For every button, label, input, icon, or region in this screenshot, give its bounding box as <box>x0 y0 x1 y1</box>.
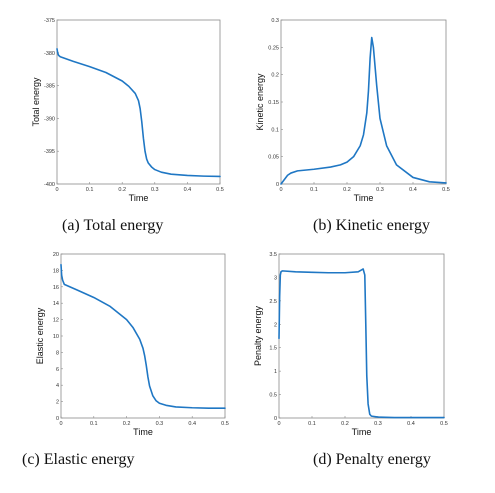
y-tick-label: 18 <box>53 268 59 274</box>
x-tick-label: 0.2 <box>118 187 126 193</box>
y-tick-label: 1 <box>274 369 277 375</box>
x-tick-label: 0.5 <box>440 421 448 427</box>
y-tick-label: 10 <box>53 334 59 340</box>
y-tick-label: 0 <box>276 182 279 188</box>
y-tick-label: -400 <box>44 182 55 188</box>
y-tick-label: 0 <box>274 416 277 422</box>
total-energy-chart: 0 0.1 0.2 0.3 0.4 0.5 -400 -395 -390 -385 -380 -375… <box>31 18 224 203</box>
penalty-energy-plot-frame <box>278 253 445 419</box>
x-tick-label: 0.1 <box>90 421 98 427</box>
y-tick-label: 4 <box>56 383 59 389</box>
y-tick-label: 0.2 <box>271 73 279 79</box>
kinetic-energy-chart: 0 0.1 0.2 0.3 0.4 0.500.050.10.150.20.250.3Ti… <box>255 18 450 203</box>
x-tick-label: 0.5 <box>442 187 450 193</box>
x-tick-label: 0.4 <box>188 421 196 427</box>
kinetic-energy-y-axis-label: Kinetic energy <box>255 73 265 131</box>
kinetic-energy-x-axis-label: Time <box>354 193 374 203</box>
kinetic-energy-plot-frame <box>280 19 447 185</box>
y-tick-label: 6 <box>56 367 59 373</box>
x-tick-label: 0.3 <box>151 187 159 193</box>
kinetic-energy-caption: (b) Kinetic energy <box>313 217 430 234</box>
elastic-energy-plot-frame <box>60 253 226 419</box>
y-tick-label: 20 <box>53 252 59 258</box>
x-tick-label: 0.2 <box>341 421 349 427</box>
elastic-energy-y-axis-label: Elastic energy <box>35 307 45 364</box>
y-tick-label: 2.5 <box>269 299 277 305</box>
y-tick-label: 0.3 <box>271 18 279 24</box>
y-tick-label: -385 <box>44 84 55 90</box>
y-tick-label: 0.15 <box>268 100 279 106</box>
elastic-energy-series-line <box>60 263 226 409</box>
y-tick-label: 14 <box>53 301 59 307</box>
kinetic-energy-panel: 0 0.1 0.2 0.3 0.4 0.5 0 0.05 0.1 0.15 0.2 0.25 0.3 Ti… <box>247 0 494 246</box>
x-tick-label: 0.3 <box>374 421 382 427</box>
y-tick-label: 0 <box>56 416 59 422</box>
penalty-energy-caption: (d) Penalty energy <box>313 451 431 468</box>
x-tick-label: 0.4 <box>407 421 415 427</box>
penalty-energy-y-axis-label: Penalty energy <box>253 305 263 366</box>
y-tick-label: -395 <box>44 149 55 155</box>
y-tick-label: 0.1 <box>271 127 279 133</box>
y-tick-label: 0.5 <box>269 393 277 399</box>
x-tick-label: 0.4 <box>184 187 192 193</box>
y-tick-label: 3 <box>274 275 277 281</box>
x-tick-label: 0.4 <box>409 187 417 193</box>
y-tick-label: -375 <box>44 18 55 24</box>
y-tick-label: -390 <box>44 116 55 122</box>
x-tick-label: 0 <box>277 421 280 427</box>
elastic-energy-chart: 0 0.1 0.2 0.3 0.4 0.5 0 2 4 6 8 10 12 14 16 18 20 Time Ela… <box>35 252 229 437</box>
x-tick-label: 0.2 <box>123 421 131 427</box>
total-energy-series-line <box>56 48 221 178</box>
x-tick-label: 0.3 <box>376 187 384 193</box>
y-tick-label: 12 <box>53 318 59 324</box>
elastic-energy-panel: 0 0.1 0.2 0.3 0.4 0.5 0 2 4 6 8 10 12 14 16 18 20 Time Ela… <box>0 247 247 493</box>
kinetic-energy-series-line <box>280 36 447 185</box>
y-tick-label: 8 <box>56 350 59 356</box>
y-tick-label: 2 <box>274 322 277 328</box>
y-tick-label: 0.05 <box>268 155 279 161</box>
penalty-energy-chart: 0 0.1 0.2 0.3 0.4 0.5 0 0.5 1 1.5 2 2.5 3 3.5 Time Pena… <box>253 252 448 437</box>
x-tick-label: 0 <box>55 187 58 193</box>
y-tick-label: 16 <box>53 285 59 291</box>
x-tick-label: 0 <box>279 187 282 193</box>
elastic-energy-caption: (c) Elastic energy <box>22 451 135 468</box>
x-tick-label: 0.1 <box>310 187 318 193</box>
penalty-energy-series-line <box>278 268 445 419</box>
y-tick-label: 3.5 <box>269 252 277 258</box>
y-tick-label: 2 <box>56 400 59 406</box>
x-tick-label: 0.2 <box>343 187 351 193</box>
y-tick-label: 0.25 <box>268 45 279 51</box>
penalty-energy-x-axis-label: Time <box>352 427 372 437</box>
total-energy-caption: (a) Total energy <box>62 217 164 234</box>
penalty-energy-panel: 0 0.1 0.2 0.3 0.4 0.5 0 0.5 1 1.5 2 2.5 3 3.5 Time Pena… <box>247 247 494 493</box>
y-tick-label: 1.5 <box>269 346 277 352</box>
x-tick-label: 0.1 <box>86 187 94 193</box>
total-energy-panel: 0 0.1 0.2 0.3 0.4 0.5 -400 -395 -390 -385 -380 -375… <box>0 0 247 246</box>
x-tick-label: 0.5 <box>221 421 229 427</box>
y-tick-label: -380 <box>44 51 55 57</box>
elastic-energy-x-axis-label: Time <box>133 427 153 437</box>
x-tick-label: 0 <box>59 421 62 427</box>
x-tick-label: 0.5 <box>216 187 224 193</box>
x-tick-label: 0.3 <box>156 421 164 427</box>
x-tick-label: 0.1 <box>308 421 316 427</box>
total-energy-y-axis-label: Total energy <box>31 77 41 127</box>
total-energy-x-axis-label: Time <box>129 193 149 203</box>
